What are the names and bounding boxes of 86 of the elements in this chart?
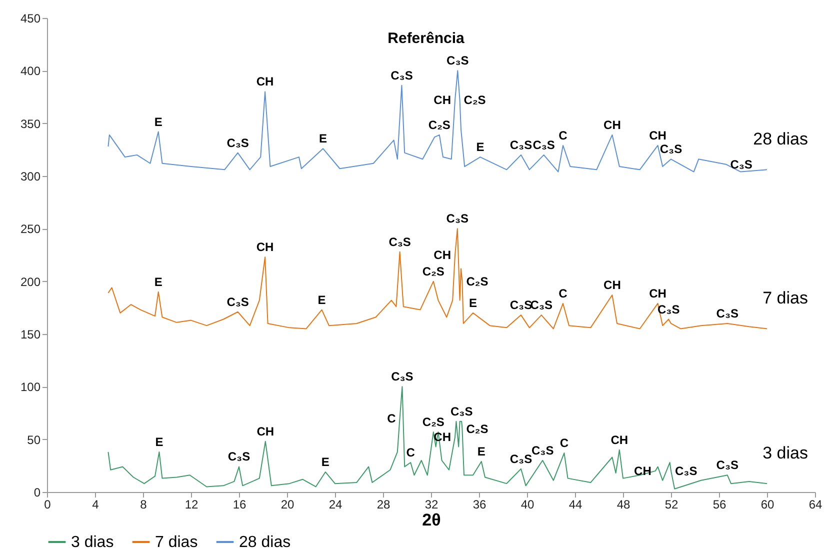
annotation: C₃S [390,68,413,82]
annotation: CH [434,93,451,108]
annotation: CH [649,286,666,300]
annotation: C₂S [466,422,488,436]
x-axis-title: 2θ [422,510,441,530]
annotation: C [558,286,568,300]
x-tick-label: 32 [424,498,438,512]
y-tick-label: 100 [20,380,41,394]
text: 3 dias [762,444,808,463]
text: 28 dias [753,130,808,149]
annotation: C₂S [466,274,488,288]
x-tick-label: 20 [280,498,294,512]
x-tick-label: 64 [808,498,822,512]
annotation: C₃S [531,443,554,458]
annotation: C₃S [226,136,249,150]
y-tick-label: 200 [20,274,41,289]
annotation: C [558,128,568,142]
annotation: C₃S [510,298,532,312]
annotation: C₃S [450,404,473,418]
annotation: CH [434,248,451,262]
annotation: CH [256,424,274,438]
annotation: E [318,292,326,307]
x-tick-label: 0 [44,498,52,512]
annotation: C [406,446,416,460]
annotation: C₃S [532,138,555,152]
annotation: E [477,444,486,458]
annotation: E [476,140,484,154]
annotation: C₃S [716,458,739,472]
annotation: C₃S [510,452,532,466]
annotation: C₂S [422,264,444,278]
x-tick-label: 40 [520,498,534,512]
y-tick-label: 450 [20,12,41,26]
x-tick-label: 28 [376,498,390,512]
annotation: E [154,274,162,289]
x-tick-label: 48 [616,498,630,512]
annotation: C₃S [388,234,411,249]
legend-label: 3 dias [71,534,114,551]
annotation: C [560,436,569,450]
x-tick-label: 16 [232,498,246,512]
annotation: C₂S [428,118,450,132]
annotation: C₃S [226,294,249,309]
annotation: CH [634,464,652,478]
annotation: C₂S [422,414,444,429]
y-tick-label: 0 [34,486,41,500]
y-tick-label: 400 [20,64,41,78]
x-tick-label: 8 [140,498,148,512]
y-tick-label: 300 [20,170,41,184]
annotation: CH [610,432,628,447]
y-tick-label: 150 [20,328,41,342]
y-tick-label: 50 [27,432,41,447]
legend-label: 28 dias [239,534,291,551]
annotation: C₃S [228,450,250,464]
x-tick-label: 56 [712,498,726,512]
annotation: E [318,132,328,146]
y-tick-label: 350 [20,116,41,131]
annotation: E [155,434,164,449]
annotation: C₃S [675,464,698,478]
legend-label: 7 dias [155,534,198,551]
annotation: E [321,454,330,469]
annotation: CH [649,128,666,142]
x-tick-label: 52 [664,498,678,512]
annotation: CH [256,240,274,254]
text: Referência [388,30,466,47]
annotation: C₃S [391,370,414,384]
annotation: CH [604,278,621,292]
annotation: E [468,296,478,310]
x-tick-label: 24 [328,498,342,512]
y-tick-label: 250 [20,222,41,236]
annotation: E [154,114,162,129]
x-tick-label: 44 [568,498,582,512]
x-tick-label: 12 [184,498,198,512]
annotation: C₃S [660,142,682,156]
annotation: CH [604,118,621,132]
annotation: C₃S [446,212,469,226]
x-tick-label: 36 [472,498,486,512]
text: 7 dias [762,288,808,308]
annotation: C₃S [510,138,532,152]
annotation: C₃S [530,298,553,312]
x-tick-label: 60 [760,498,774,512]
annotation: CH [256,74,274,89]
annotation: C₃S [716,306,739,320]
annotation: C₃S [730,157,752,172]
x-tick-label: 4 [92,498,100,512]
annotation: C₃S [446,54,469,68]
annotation: C₂S [464,93,486,108]
annotation: C [387,411,396,426]
